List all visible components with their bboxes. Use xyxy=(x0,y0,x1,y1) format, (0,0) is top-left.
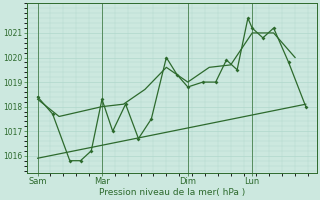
X-axis label: Pression niveau de la mer( hPa ): Pression niveau de la mer( hPa ) xyxy=(99,188,245,197)
